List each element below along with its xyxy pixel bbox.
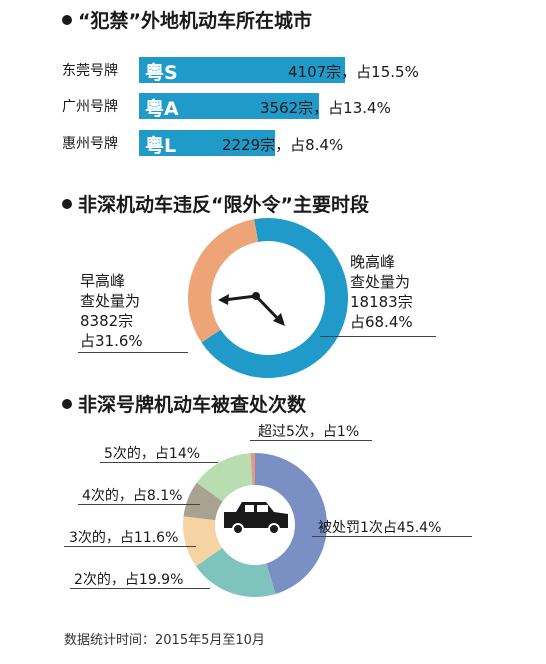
- clock-center: [252, 292, 260, 300]
- plate-bar: 粤S: [139, 57, 345, 84]
- leader-line: [312, 536, 472, 537]
- leader-line: [78, 504, 200, 505]
- leader-line: [78, 352, 188, 353]
- clock-hour-hand: [223, 294, 257, 302]
- plate-code: 粤S: [145, 62, 178, 84]
- plate-code: 粤A: [145, 98, 179, 120]
- leader-line: [320, 336, 436, 337]
- leader-line: [70, 588, 210, 589]
- clock-icon: [218, 292, 285, 326]
- section1-title: “犯禁”外地机动车所在城市: [62, 6, 312, 33]
- label-once: 被处罚1次占45.4%: [318, 520, 442, 536]
- plate-bar: 粤L: [139, 130, 275, 157]
- morning-peak-label: 早高峰 查处量为 8382宗 占31.6%: [80, 272, 143, 350]
- plate-value: 4107宗，占15.5%: [288, 63, 419, 81]
- footer-note: 数据统计时间：2015年5月至10月: [64, 633, 265, 648]
- leader-line: [250, 440, 372, 441]
- plate-bar: 粤A: [139, 93, 319, 120]
- peak-donut: [188, 218, 349, 379]
- plate-code: 粤L: [145, 135, 177, 157]
- plate-name: 东莞号牌: [62, 63, 118, 79]
- section3-title: 非深号牌机动车被查处次数: [62, 390, 306, 417]
- section2-title: 非深机动车违反“限外令”主要时段: [62, 190, 369, 217]
- label-two: 2次的，占19.9%: [74, 572, 184, 588]
- clock-minute-hand: [254, 294, 282, 323]
- label-five: 5次的，占14%: [104, 446, 201, 462]
- label-four: 4次的，占8.1%: [82, 488, 183, 504]
- leader-line: [100, 462, 218, 463]
- plate-value: 3562宗，占13.4%: [260, 99, 391, 117]
- clock-hand-tip: [273, 313, 285, 326]
- label-over-five: 超过5次，占1%: [258, 424, 360, 440]
- plate-name: 惠州号牌: [62, 136, 118, 152]
- clock-hand-tip: [218, 294, 229, 305]
- donut-hole: [211, 241, 325, 355]
- evening-peak-label: 晚高峰 查处量为 18183宗 占68.4%: [350, 253, 413, 331]
- leader-line: [64, 546, 196, 547]
- plate-value: 2229宗，占8.4%: [222, 136, 344, 154]
- plate-name: 广州号牌: [62, 99, 118, 115]
- label-three: 3次的，占11.6%: [69, 530, 179, 546]
- bullet-icon: [62, 198, 72, 209]
- car-icon: [224, 502, 288, 535]
- bullet-icon: [62, 398, 72, 409]
- bullet-icon: [62, 14, 72, 25]
